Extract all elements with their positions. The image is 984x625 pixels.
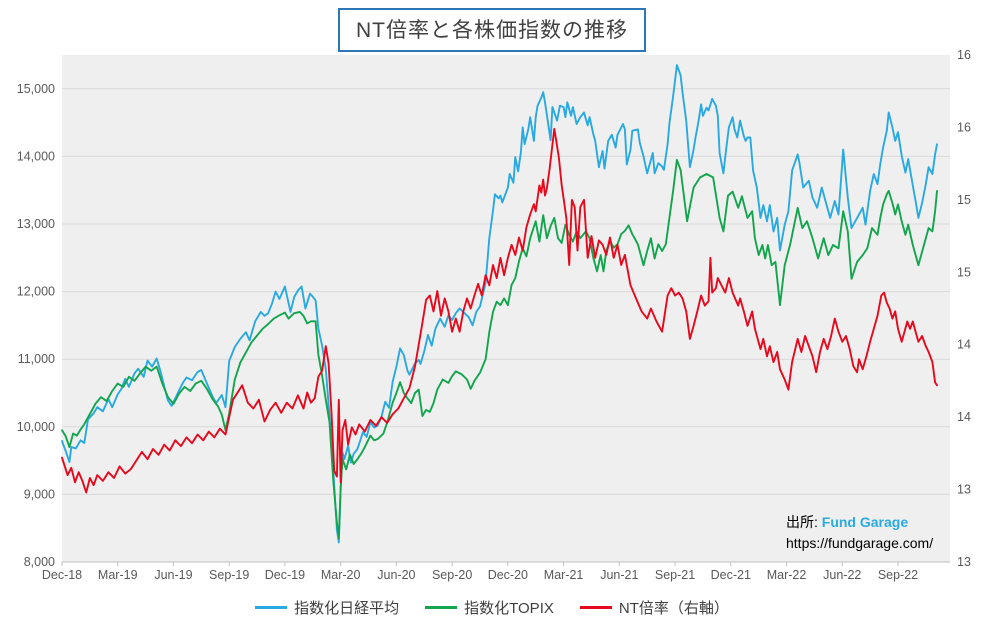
svg-text:15,000: 15,000 [17,82,55,96]
svg-text:12,000: 12,000 [17,285,55,299]
svg-text:13,000: 13,000 [17,217,55,231]
svg-text:15: 15 [957,193,971,207]
svg-text:14,000: 14,000 [17,149,55,163]
svg-text:Jun-22: Jun-22 [823,568,861,582]
svg-text:Dec-18: Dec-18 [42,568,82,582]
svg-text:Mar-20: Mar-20 [321,568,361,582]
svg-text:Dec-21: Dec-21 [711,568,751,582]
svg-text:Sep-19: Sep-19 [209,568,249,582]
source-name: Fund Garage [821,514,909,530]
legend-item-nt-ratio: NT倍率（右軸） [579,597,729,618]
page-title: NT倍率と各株価指数の推移 [356,19,628,42]
svg-text:13: 13 [957,555,971,569]
svg-text:Sep-21: Sep-21 [655,568,695,582]
svg-text:15: 15 [957,265,971,279]
legend-label-nt-ratio: NT倍率（右軸） [618,600,729,617]
svg-text:10,000: 10,000 [17,420,55,434]
svg-text:Sep-22: Sep-22 [878,568,918,582]
svg-text:14: 14 [957,410,971,424]
svg-text:Jun-21: Jun-21 [600,568,638,582]
svg-text:Jun-19: Jun-19 [154,568,192,582]
legend-item-topix: 指数化TOPIX [425,597,554,618]
svg-text:13: 13 [957,483,971,497]
svg-text:Sep-20: Sep-20 [432,568,472,582]
source-block: 出所: Fund Garage https://fundgarage.com/ [786,512,956,551]
svg-text:Mar-19: Mar-19 [98,568,138,582]
svg-text:9,000: 9,000 [24,487,55,501]
svg-text:16: 16 [957,120,971,134]
svg-text:Mar-21: Mar-21 [544,568,584,582]
svg-text:11,000: 11,000 [18,352,55,366]
legend-label-topix: 指数化TOPIX [464,600,554,617]
svg-text:Mar-22: Mar-22 [767,568,807,582]
svg-text:8,000: 8,000 [24,555,55,569]
legend-line-swatch-nikkei [255,606,288,609]
svg-text:Dec-19: Dec-19 [265,568,305,582]
chart-legend: 指数化日経平均 指数化TOPIX NT倍率（右軸） [0,597,984,618]
legend-line-swatch-topix [425,606,458,609]
svg-text:Dec-20: Dec-20 [488,568,528,582]
svg-text:16: 16 [957,48,971,62]
chart-title-box: NT倍率と各株価指数の推移 [338,8,646,52]
legend-label-nikkei: 指数化日経平均 [294,600,400,617]
legend-item-nikkei: 指数化日経平均 [255,597,399,618]
svg-text:14: 14 [957,338,971,352]
chart-svg: 15,000 14,000 13,000 12,000 11,000 10,000 9,00… [17,48,971,582]
svg-text:Jun-20: Jun-20 [377,568,415,582]
source-label: 出所: [786,514,818,530]
legend-line-swatch-nt-ratio [579,606,612,609]
source-url: https://fundgarage.com/ [786,535,934,551]
source-line: 出所: Fund Garage [786,512,956,532]
